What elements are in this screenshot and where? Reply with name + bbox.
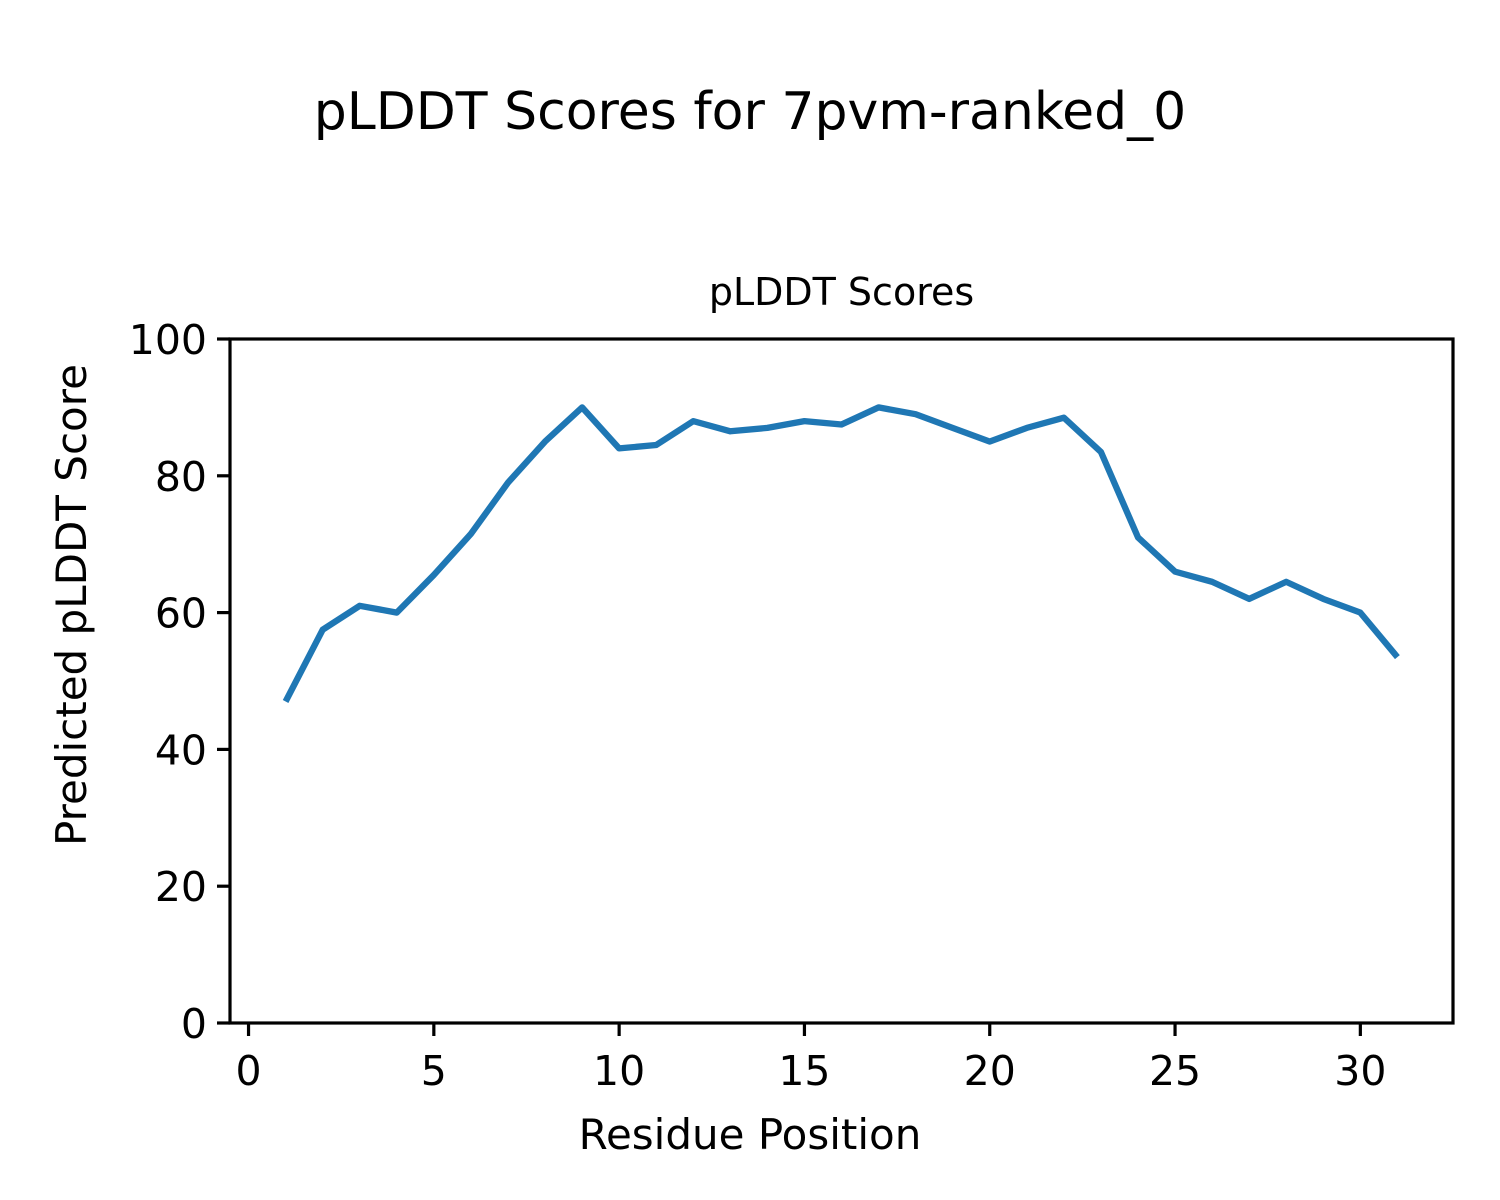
x-tick-label: 0 xyxy=(235,1047,261,1095)
x-tick-label: 5 xyxy=(421,1047,447,1095)
x-tick-label: 20 xyxy=(964,1047,1016,1095)
y-tick-label: 100 xyxy=(129,316,207,364)
x-axis-label: Residue Position xyxy=(578,1110,922,1159)
x-tick-label: 30 xyxy=(1334,1047,1386,1095)
y-tick-label: 20 xyxy=(155,863,207,911)
axes-title: pLDDT Scores xyxy=(708,270,975,314)
axes-frame xyxy=(228,337,1455,1025)
y-tick-label: 60 xyxy=(155,590,207,638)
x-tick-label: 15 xyxy=(778,1047,830,1095)
y-tick-label: 80 xyxy=(155,453,207,501)
plddt-line xyxy=(282,404,1400,703)
x-tick-label: 25 xyxy=(1149,1047,1201,1095)
x-tick-label: 10 xyxy=(593,1047,645,1095)
figure-title: pLDDT Scores for 7pvm-ranked_0 xyxy=(313,82,1187,142)
y-tick-label: 0 xyxy=(181,1000,207,1048)
y-tick-label: 40 xyxy=(155,726,207,774)
